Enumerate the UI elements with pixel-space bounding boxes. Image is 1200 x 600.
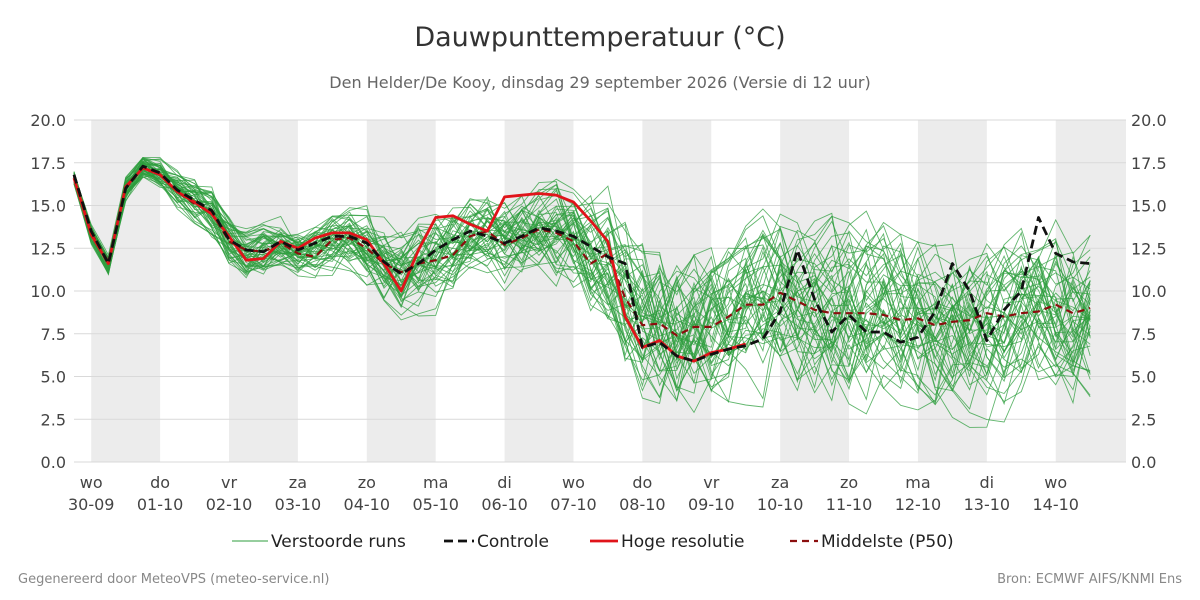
x-tick-day: wo [80,473,103,492]
x-tick-date: 10-10 [757,495,804,514]
y-tick-label-right: 2.5 [1131,410,1156,429]
y-tick-label-left: 10.0 [30,282,66,301]
x-tick-day: zo [358,473,376,492]
series-line-hoge-resolutie [72,166,747,363]
x-tick-date: 01-10 [137,495,184,514]
chart-title: Dauwpunttemperatuur (°C) [414,22,786,53]
y-tick-label-right: 17.5 [1131,154,1167,173]
ensemble-member-line [73,171,1091,381]
chart-subtitle: Den Helder/De Kooy, dinsdag 29 september… [329,73,871,92]
x-tick-day: za [771,473,789,492]
ensemble-member-line [73,169,1091,386]
ensemble-member-line [73,170,1091,369]
legend-label: Hoge resolutie [621,532,745,552]
ensemble-member-line [73,171,1091,386]
ensemble-member-line [73,157,1091,393]
x-tick-day: wo [562,473,585,492]
y-tick-label-left: 2.5 [41,410,66,429]
x-tick-date: 12-10 [895,495,942,514]
ensemble-member-line [73,157,1091,410]
x-tick-day: wo [1044,473,1067,492]
series-line-controle [72,164,1091,363]
x-tick-date: 13-10 [964,495,1011,514]
y-tick-label-right: 0.0 [1131,453,1156,472]
y-tick-label-right: 12.5 [1131,239,1167,258]
y-tick-label-left: 0.0 [41,453,66,472]
x-tick-date: 03-10 [275,495,322,514]
y-tick-label-left: 7.5 [41,325,66,344]
x-tick-day: do [632,473,652,492]
x-tick-day: ma [423,473,448,492]
x-tick-day: di [980,473,995,492]
ensemble-member-line [73,168,1091,376]
x-tick-day: ma [905,473,930,492]
x-tick-date: 14-10 [1032,495,1079,514]
axis-labels: 0.0 0.0 2.5 2.5 5.0 5.0 7.5 7.5 10.0 10.0 12.5 12.5… [30,111,1166,514]
main-series [72,164,1091,363]
x-tick-day: zo [840,473,858,492]
ensemble-member-line [73,164,1091,357]
legend-label: Middelste (P50) [821,532,954,552]
ensemble-member-line [73,161,1091,381]
footer-source: Bron: ECMWF AIFS/KNMI Ens [997,572,1182,587]
x-tick-day: do [150,473,170,492]
x-tick-date: 04-10 [344,495,391,514]
ensemble-members [73,157,1091,428]
y-tick-label-left: 15.0 [30,197,66,216]
x-tick-date: 07-10 [550,495,597,514]
legend-label: Controle [477,532,549,552]
legend-label: Verstoorde runs [271,532,406,552]
x-tick-date: 08-10 [619,495,666,514]
y-tick-label-left: 17.5 [30,154,66,173]
y-tick-label-right: 7.5 [1131,325,1156,344]
x-tick-day: di [497,473,512,492]
x-tick-day: za [289,473,307,492]
legend: Verstoorde runs Controle Hoge resolutie Mid… [232,532,954,552]
footer-generated-by: Gegenereerd door MeteoVPS (meteo-service… [18,572,330,587]
x-tick-day: vr [703,473,719,492]
x-tick-date: 06-10 [481,495,528,514]
x-tick-date: 02-10 [206,495,253,514]
y-tick-label-left: 12.5 [30,239,66,258]
y-tick-label-right: 5.0 [1131,368,1156,387]
y-tick-label-right: 15.0 [1131,197,1167,216]
x-tick-day: vr [221,473,237,492]
x-tick-date: 05-10 [412,495,459,514]
grid-lines [74,119,1126,463]
y-tick-label-left: 20.0 [30,111,66,130]
y-tick-label-right: 10.0 [1131,282,1167,301]
ensemble-member-line [73,172,1091,387]
y-tick-label-right: 20.0 [1131,111,1167,130]
y-tick-label-left: 5.0 [41,368,66,387]
x-tick-date: 30-09 [68,495,115,514]
x-tick-date: 11-10 [826,495,873,514]
x-tick-date: 09-10 [688,495,735,514]
series-line-middelste-p50 [72,166,1091,337]
